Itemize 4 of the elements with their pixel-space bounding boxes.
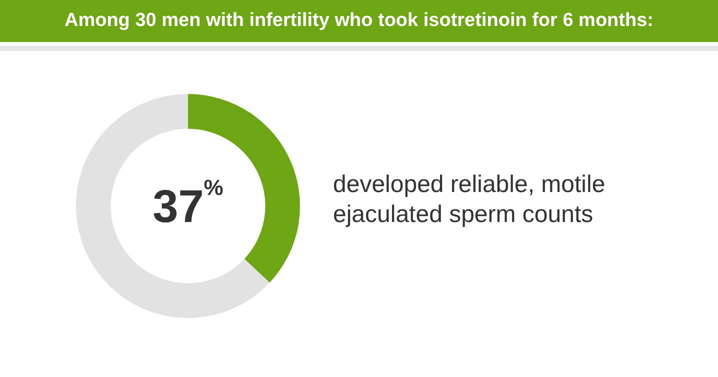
slice-label: developed reliable, motile ejaculated sperm counts: [333, 170, 606, 230]
donut-slice: [76, 94, 270, 318]
chart-title: Among 30 men with infertility who took isotretinoin for 6 months:: [0, 0, 718, 42]
data-label: 37$^{%}$: [152, 175, 224, 233]
